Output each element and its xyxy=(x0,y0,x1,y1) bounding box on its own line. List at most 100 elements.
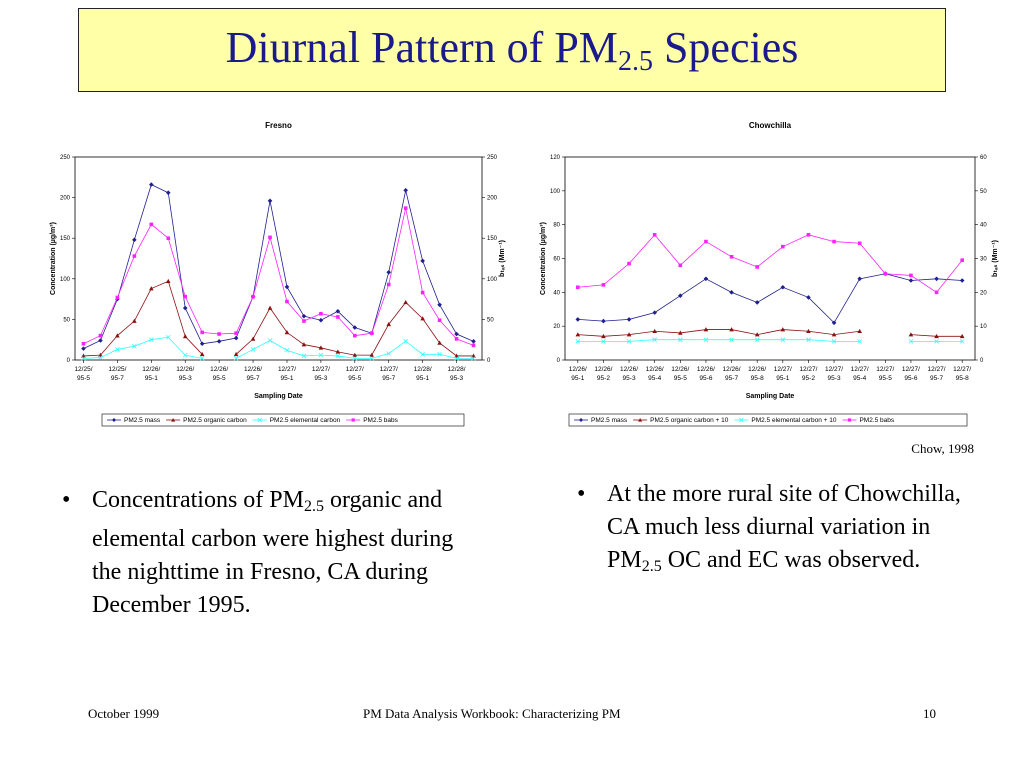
data-point-babs xyxy=(166,236,171,240)
legend-label: PM2.5 elemental carbon + 10 xyxy=(751,417,836,424)
data-point-babs xyxy=(627,261,631,266)
data-point-mass xyxy=(601,318,606,324)
footer-center: PM Data Analysis Workbook: Characterizin… xyxy=(363,706,621,721)
data-point-elemental-carbon xyxy=(284,347,290,353)
data-point-mass xyxy=(301,313,307,319)
bullet-fresno-text: Concentrations of PM2.5 organic and elem… xyxy=(92,487,454,618)
x-tick-label-date: 12/27/ xyxy=(774,366,792,373)
data-point-elemental-carbon xyxy=(454,356,459,361)
data-point-mass xyxy=(132,237,137,243)
x-tick-label-period: 95-5 xyxy=(348,375,361,382)
data-point-elemental-carbon xyxy=(729,337,734,342)
data-point-babs xyxy=(420,290,425,295)
data-point-mass xyxy=(335,308,341,314)
data-point-babs xyxy=(369,331,374,336)
source-credit: Chow, 1998 xyxy=(911,441,974,456)
data-point-elemental-carbon xyxy=(780,337,786,342)
data-point-mass xyxy=(652,310,657,315)
series-line-triangle xyxy=(83,280,203,357)
data-point-babs xyxy=(336,315,340,319)
data-point-organic-carbon xyxy=(284,329,290,335)
data-point-mass xyxy=(216,339,222,344)
y2-tick-label: 100 xyxy=(487,277,498,283)
data-point-organic-carbon xyxy=(780,327,786,332)
data-point-organic-carbon xyxy=(301,342,307,347)
data-point-babs xyxy=(234,331,238,336)
x-tick-label-period: 95-5 xyxy=(213,375,226,382)
y2-axis-label: bₜₐₛ (Mm⁻¹) xyxy=(992,240,999,277)
y2-tick-label: 10 xyxy=(980,324,987,330)
data-point-elemental-carbon xyxy=(831,339,837,344)
data-point-babs xyxy=(909,273,913,278)
x-tick-label-period: 95-2 xyxy=(597,375,610,382)
data-point-mass xyxy=(908,278,914,283)
x-tick-label-period: 95-3 xyxy=(314,375,327,382)
data-point-organic-carbon xyxy=(149,286,154,291)
legend-marker-organic-carbon xyxy=(171,418,176,422)
data-point-organic-carbon xyxy=(729,327,734,332)
data-point-babs xyxy=(285,299,289,304)
chowchilla-chart: Chowchilla 0 20 40 60 80 100 120 0 10 20 30 40 50 60 Co… xyxy=(540,121,999,427)
data-point-organic-carbon xyxy=(857,328,862,334)
data-point-babs xyxy=(386,282,391,287)
data-point-elemental-carbon xyxy=(403,339,408,344)
x-tick-label-period: 95-7 xyxy=(111,375,124,382)
data-point-organic-carbon xyxy=(267,305,273,310)
x-tick-label-period: 95-3 xyxy=(623,375,636,382)
data-point-organic-carbon xyxy=(386,321,392,327)
x-tick-label-date: 12/26/ xyxy=(697,366,715,373)
data-point-organic-carbon xyxy=(959,333,965,339)
data-point-babs xyxy=(832,239,836,244)
series-line-x xyxy=(83,336,203,359)
footer-date: October 1999 xyxy=(88,706,160,721)
x-tick-label-date: 12/26/ xyxy=(142,366,160,373)
x-tick-label-period: 95-7 xyxy=(382,375,395,382)
y-tick-label: 100 xyxy=(550,189,561,195)
legend-label: PM2.5 babs xyxy=(363,417,398,424)
y-tick-label: 120 xyxy=(550,155,561,161)
series-line-square xyxy=(577,234,963,293)
y-tick-label: 0 xyxy=(67,358,71,364)
data-point-mass xyxy=(703,276,709,282)
y-tick-label: 20 xyxy=(553,324,560,330)
data-point-organic-carbon xyxy=(420,316,425,321)
x-tick-label-date: 12/27/ xyxy=(346,366,364,373)
y-axis-label: Concentration (µg/m³) xyxy=(540,222,547,295)
data-point-elemental-carbon xyxy=(386,351,392,356)
x-tick-label-date: 12/27/ xyxy=(953,366,971,373)
data-point-organic-carbon xyxy=(575,332,581,337)
data-point-organic-carbon xyxy=(369,352,375,357)
x-tick-label-period: 95-4 xyxy=(648,375,661,382)
data-point-mass xyxy=(454,331,459,337)
slide-title-end: Species xyxy=(652,23,799,72)
series-line-square xyxy=(83,208,474,346)
data-point-babs xyxy=(81,341,86,346)
x-tick-label-period: 95-5 xyxy=(674,375,687,382)
data-point-babs xyxy=(934,290,939,295)
data-point-elemental-carbon xyxy=(806,337,811,342)
data-point-elemental-carbon xyxy=(335,353,341,359)
x-tick-label-date: 12/26/ xyxy=(569,366,587,373)
data-point-babs xyxy=(729,255,734,259)
x-tick-label-period: 95-6 xyxy=(699,375,712,382)
x-tick-label-date: 12/27/ xyxy=(928,366,946,373)
x-tick-label-period: 95-1 xyxy=(416,375,429,382)
x-tick-label-date: 12/27/ xyxy=(902,366,920,373)
data-point-elemental-carbon xyxy=(369,356,375,361)
x-tick-label-period: 95-3 xyxy=(179,375,192,382)
data-point-mass xyxy=(199,341,205,347)
slide-title: Diurnal Pattern of PM2.5 Species xyxy=(226,22,799,78)
x-tick-label-period: 95-1 xyxy=(571,375,584,382)
slide-title-box: Diurnal Pattern of PM2.5 Species xyxy=(78,8,946,92)
data-point-babs xyxy=(883,271,888,276)
x-tick-label-period: 95-1 xyxy=(280,375,293,382)
data-point-babs xyxy=(806,233,811,237)
data-point-babs xyxy=(857,241,862,246)
legend-marker-organic-carbon xyxy=(638,418,643,422)
x-tick-label-date: 12/25/ xyxy=(108,366,126,373)
data-point-mass xyxy=(626,317,632,322)
data-point-babs xyxy=(353,333,357,338)
x-tick-label-date: 12/27/ xyxy=(851,366,869,373)
data-point-organic-carbon xyxy=(403,299,408,305)
x-tick-label-date: 12/26/ xyxy=(210,366,228,373)
